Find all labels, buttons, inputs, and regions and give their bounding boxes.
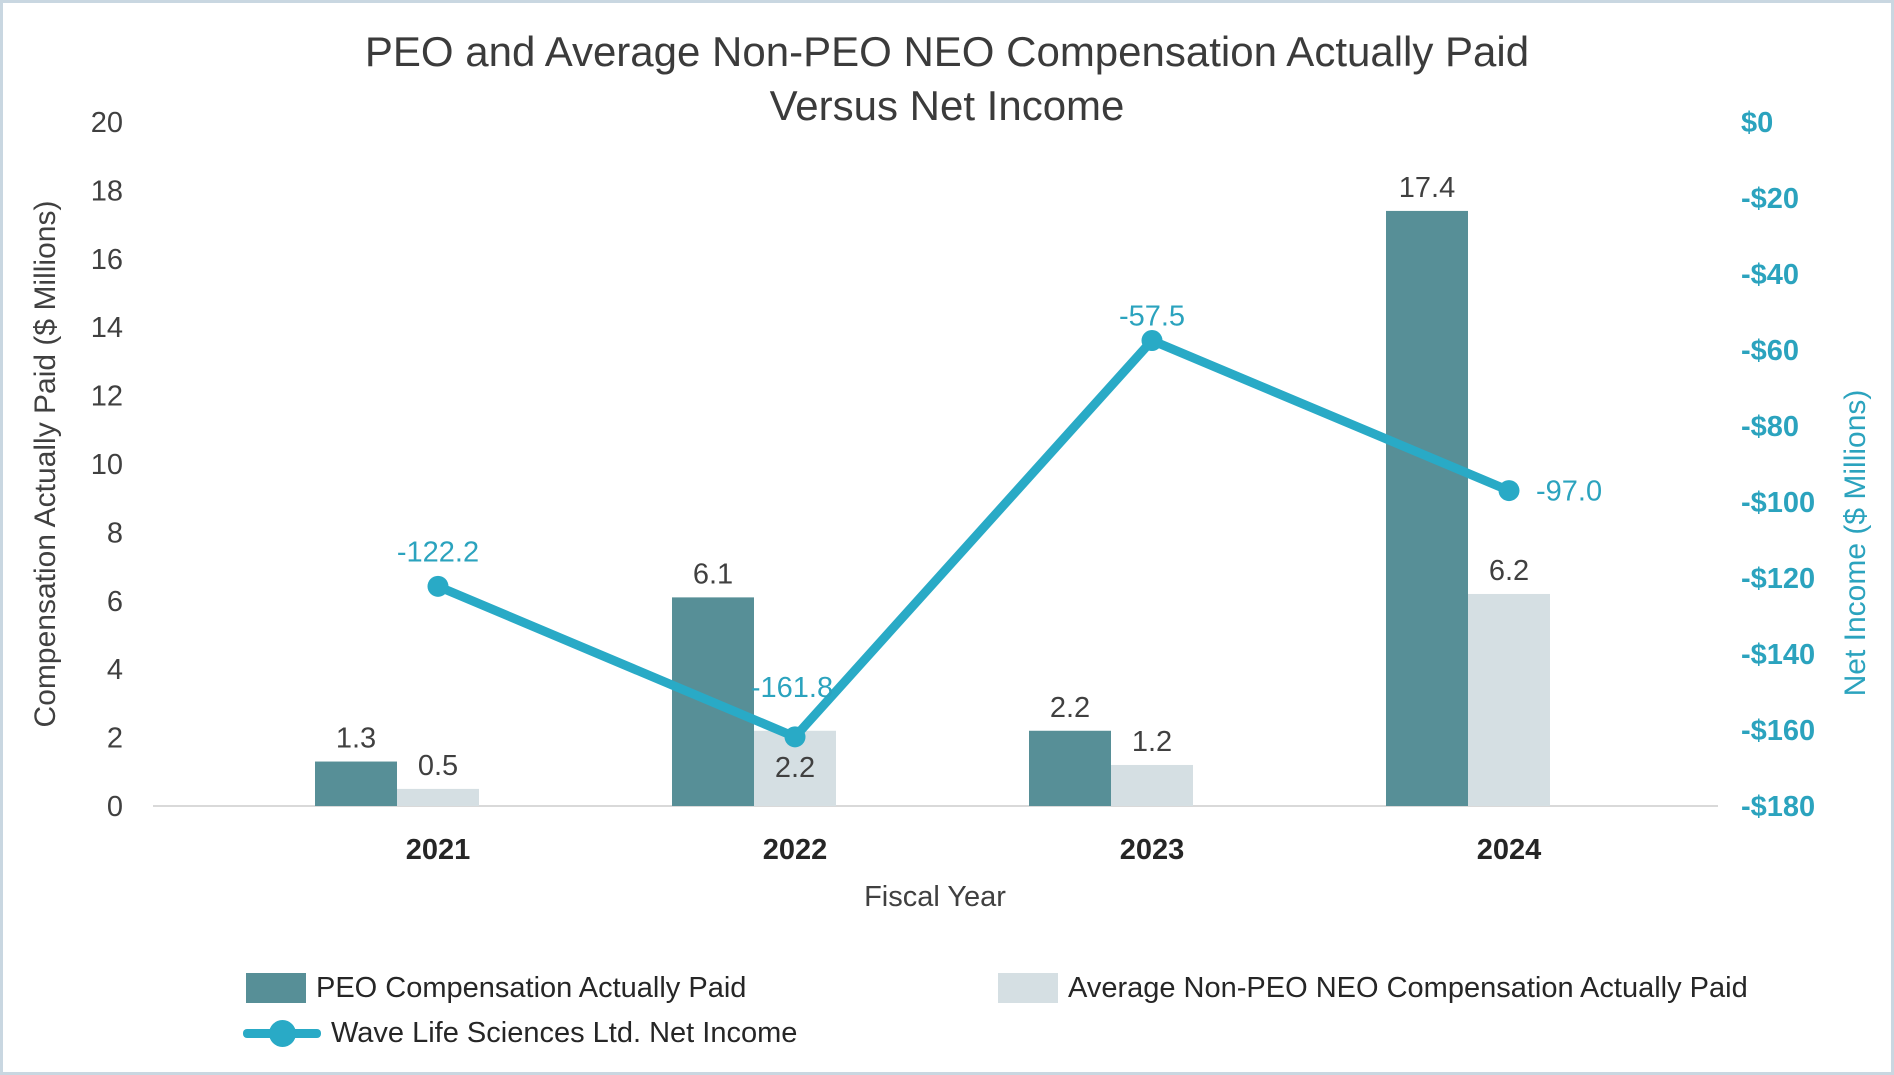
legend-swatch-nonpeo-icon: [998, 973, 1058, 1003]
legend-label-nonpeo: Average Non-PEO NEO Compensation Actuall…: [1068, 971, 1748, 1004]
x-tick-2021: 2021: [406, 834, 471, 866]
bar-peo-2023: [1029, 730, 1111, 806]
right-tick-2: -$40: [1741, 259, 1799, 291]
left-tick-14: 14: [91, 312, 123, 344]
bar-peo-2024: [1386, 210, 1468, 807]
x-tick-2022: 2022: [763, 834, 828, 866]
bar-label-nonpeo-2024: 6.2: [1489, 555, 1529, 587]
left-tick-2: 2: [107, 723, 123, 755]
line-label-2022: -161.8: [751, 672, 833, 704]
net-income-line: [433, 336, 1514, 742]
net-income-marker-2023: [1141, 330, 1163, 351]
left-tick-6: 6: [107, 586, 123, 618]
legend-line-dot: [269, 1020, 296, 1047]
net-income-marker-2021: [427, 575, 449, 597]
legend-item-peo: PEO Compensation Actually Paid: [246, 971, 746, 1005]
bar-peo-2021: [315, 761, 397, 806]
left-tick-16: 16: [91, 244, 123, 276]
bar-label-peo-2022: 6.1: [693, 558, 733, 590]
chart-title: PEO and Average Non-PEO NEO Compensation…: [3, 25, 1891, 133]
line-label-2023: -57.5: [1119, 301, 1185, 333]
bar-label-nonpeo-2023: 1.2: [1132, 726, 1172, 758]
legend-item-nonpeo: Average Non-PEO NEO Compensation Actuall…: [998, 971, 1748, 1005]
bar-nonpeo-2023: [1111, 764, 1193, 806]
right-tick-4: -$80: [1741, 411, 1799, 443]
right-tick-1: -$20: [1741, 183, 1799, 215]
line-label-2021: -122.2: [397, 536, 479, 568]
left-axis-title: Compensation Actually Paid ($ Millions): [29, 201, 62, 728]
legend-item-netincome: Wave Life Sciences Ltd. Net Income: [243, 1016, 797, 1050]
right-tick-6: -$120: [1741, 563, 1815, 595]
left-tick-4: 4: [107, 654, 123, 686]
left-tick-10: 10: [91, 449, 123, 481]
net-income-marker-2022: [784, 726, 806, 748]
chart-plot: 1.3 0.5 6.1 2.2 2.2 1.2 17.4 6.2 -122.2 -161.8 -57…: [29, 107, 1872, 913]
left-tick-20: 20: [91, 107, 123, 139]
legend-label-peo: PEO Compensation Actually Paid: [316, 971, 747, 1004]
right-tick-3: -$60: [1741, 335, 1799, 367]
right-tick-0: $0: [1741, 107, 1773, 139]
net-income-marker-2024: [1498, 480, 1520, 502]
bar-nonpeo-2021: [397, 788, 479, 806]
left-tick-0: 0: [107, 791, 123, 823]
right-axis-title: Net Income ($ Millions): [1839, 390, 1872, 697]
left-tick-18: 18: [91, 175, 123, 207]
x-tick-2023: 2023: [1120, 834, 1185, 866]
left-tick-8: 8: [107, 517, 123, 549]
right-tick-7: -$140: [1741, 639, 1815, 671]
right-tick-8: -$160: [1741, 715, 1815, 747]
bar-label-peo-2024: 17.4: [1399, 172, 1455, 204]
x-tick-2024: 2024: [1477, 834, 1542, 866]
legend-swatch-peo-icon: [246, 973, 306, 1003]
left-tick-12: 12: [91, 381, 123, 413]
bar-label-peo-2021: 1.3: [336, 723, 376, 755]
right-tick-5: -$100: [1741, 487, 1815, 519]
bar-nonpeo-2024: [1468, 593, 1550, 806]
bar-label-nonpeo-2021: 0.5: [418, 750, 458, 782]
x-axis-title: Fiscal Year: [864, 881, 1006, 913]
bar-label-peo-2023: 2.2: [1050, 692, 1090, 724]
line-label-2024: -97.0: [1536, 476, 1602, 508]
bar-label-nonpeo-2022: 2.2: [775, 752, 815, 784]
legend-label-netincome: Wave Life Sciences Ltd. Net Income: [331, 1016, 798, 1049]
chart-title-line1: PEO and Average Non-PEO NEO Compensation…: [364, 28, 1530, 75]
legend-line-marker-icon: [243, 1016, 321, 1050]
chart-title-line2: Versus Net Income: [769, 82, 1125, 129]
right-tick-9: -$180: [1741, 791, 1815, 823]
